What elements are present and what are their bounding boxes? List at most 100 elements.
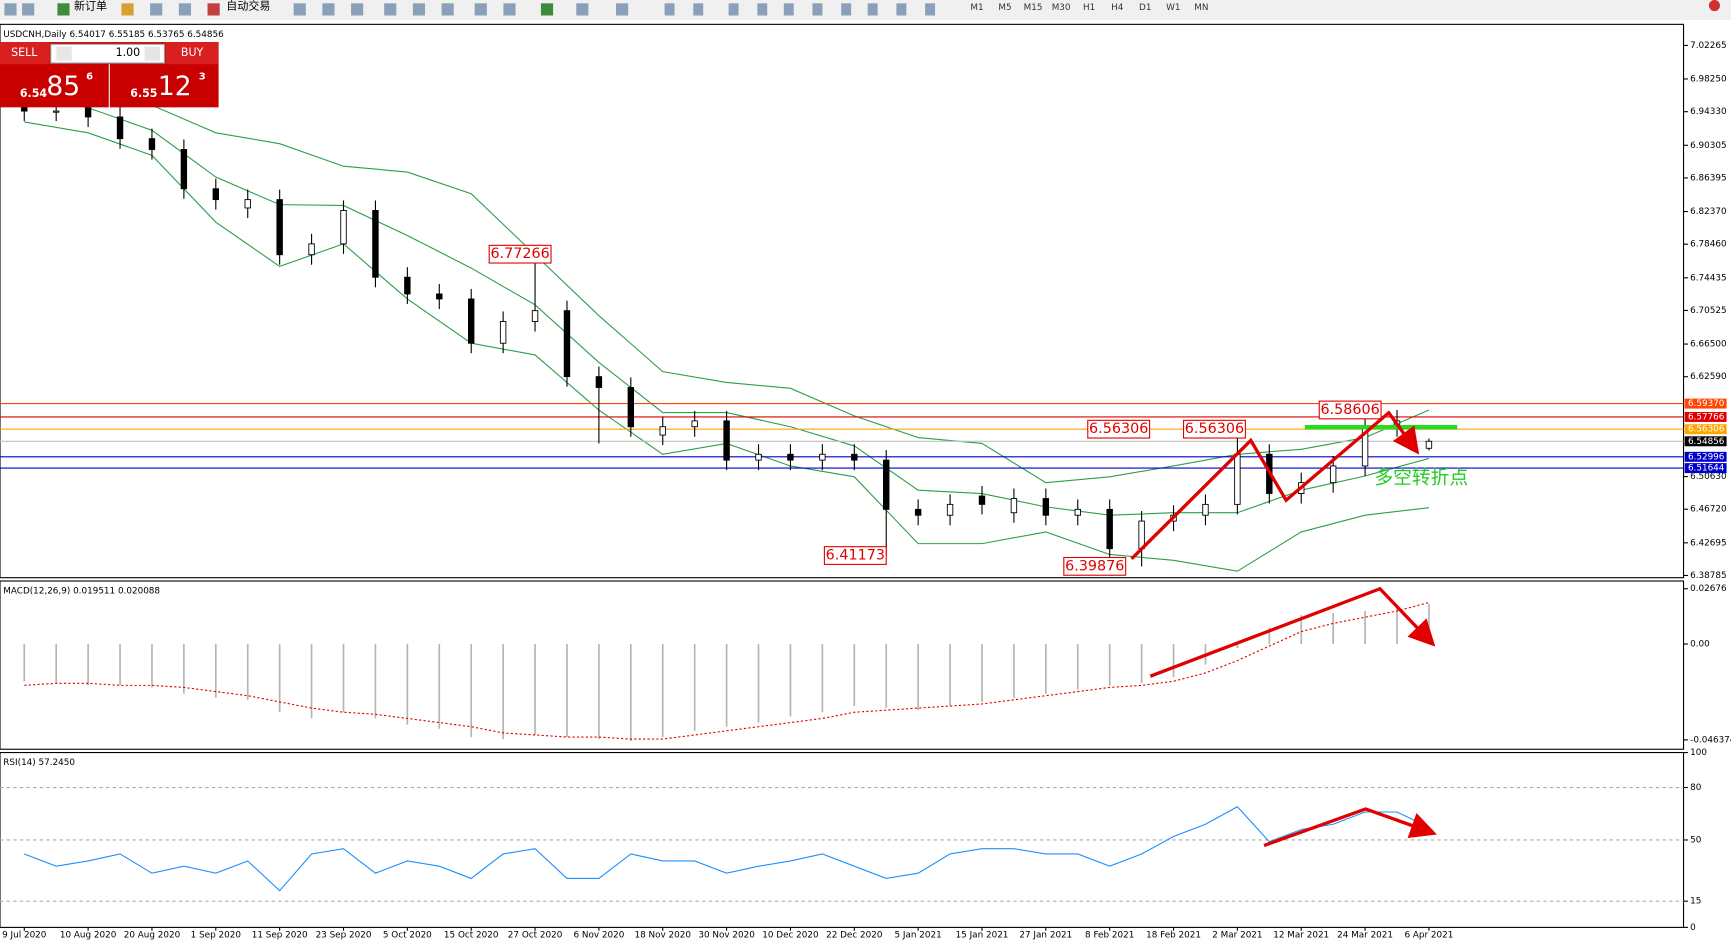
x-tick-label: 5 Oct 2020 bbox=[383, 931, 432, 941]
y-tick-label: 0 bbox=[1690, 923, 1696, 933]
y-tick-label: 6.74435 bbox=[1690, 273, 1726, 283]
candle-body bbox=[436, 293, 443, 300]
new-order-button[interactable]: 新订单 bbox=[74, 0, 107, 13]
price-level-label: 6.56306 bbox=[1688, 425, 1725, 435]
x-tick-label: 15 Oct 2020 bbox=[444, 931, 499, 941]
signal-line bbox=[24, 601, 1430, 740]
buy-label[interactable]: BUY bbox=[181, 46, 204, 59]
macd-panel bbox=[0, 580, 1685, 750]
toolbar-icons bbox=[4, 0, 1720, 16]
y-tick-label: 100 bbox=[1690, 748, 1707, 758]
histogram-bar bbox=[725, 644, 728, 727]
x-tick-label: 27 Oct 2020 bbox=[508, 931, 563, 941]
panel-title: RSI(14) 57.2450 bbox=[3, 758, 75, 768]
main-panel bbox=[0, 23, 1685, 579]
y-tick-label: 6.50630 bbox=[1690, 472, 1727, 482]
y-tick-label: 6.82370 bbox=[1690, 207, 1727, 217]
candle-body bbox=[851, 453, 858, 461]
timeframe-button[interactable]: W1 bbox=[1166, 3, 1180, 13]
histogram-bar bbox=[949, 644, 951, 707]
x-tick-label: 1 Sep 2020 bbox=[191, 931, 242, 941]
price-callout: 6.56306 bbox=[1185, 421, 1244, 437]
toolbar bbox=[0, 0, 1731, 20]
panel-title: MACD(12,26,9) 0.019511 0.020088 bbox=[3, 586, 160, 596]
candle-body bbox=[468, 298, 475, 344]
y-tick-label: 0.00 bbox=[1690, 640, 1710, 650]
timeframe-button[interactable]: H1 bbox=[1083, 3, 1095, 13]
candle-body bbox=[212, 188, 220, 201]
panel-title: USDCNH,Daily 6.54017 6.55185 6.53765 6.5… bbox=[3, 30, 224, 40]
y-tick-label: 15 bbox=[1690, 897, 1701, 907]
x-tick-label: 22 Dec 2020 bbox=[826, 931, 883, 941]
y-tick-label: 6.38785 bbox=[1690, 571, 1726, 581]
y-tick-label: 50 bbox=[1690, 835, 1702, 845]
x-tick-label: 6 Apr 2021 bbox=[1404, 931, 1453, 941]
candle-body bbox=[276, 199, 283, 256]
histogram-bar bbox=[374, 644, 377, 719]
sell-label[interactable]: SELL bbox=[11, 46, 38, 59]
timeframe-button[interactable]: M30 bbox=[1052, 3, 1071, 13]
candle-body bbox=[1329, 465, 1337, 484]
candle-body bbox=[180, 149, 188, 190]
price-level-label: 6.57766 bbox=[1688, 412, 1725, 422]
histogram-bar bbox=[1396, 606, 1398, 645]
candle-body bbox=[148, 138, 156, 150]
histogram-bar bbox=[23, 644, 26, 682]
price-level-tag bbox=[1684, 436, 1727, 447]
lot-input[interactable] bbox=[50, 43, 166, 64]
bollinger-lower bbox=[24, 121, 1429, 572]
price-level-tag bbox=[1684, 451, 1727, 462]
x-tick-label: 20 Aug 2020 bbox=[124, 931, 181, 941]
histogram-bar bbox=[470, 644, 473, 738]
auto-trading-button[interactable]: 自动交易 bbox=[226, 0, 270, 13]
candle-body bbox=[723, 420, 730, 461]
histogram-bar bbox=[1332, 613, 1334, 645]
histogram-bar bbox=[342, 644, 345, 713]
candle-body bbox=[819, 453, 826, 461]
candle-body bbox=[1010, 498, 1018, 514]
histogram-bar bbox=[1076, 644, 1079, 690]
x-tick-label: 23 Sep 2020 bbox=[316, 931, 372, 941]
price-level-tag bbox=[1684, 463, 1727, 474]
x-tick-label: 18 Feb 2021 bbox=[1146, 931, 1201, 941]
histogram-bar bbox=[310, 644, 313, 719]
histogram-bar bbox=[55, 644, 58, 684]
x-tick-label: 8 Feb 2021 bbox=[1085, 931, 1134, 941]
y-tick-label: 6.94330 bbox=[1690, 107, 1727, 117]
sell-button[interactable] bbox=[0, 42, 50, 65]
timeframe-button[interactable]: M5 bbox=[998, 3, 1011, 13]
histogram-bar bbox=[278, 644, 281, 713]
candle-body bbox=[914, 508, 922, 516]
histogram-bar bbox=[981, 644, 983, 702]
y-tick-label: 0.02676 bbox=[1690, 584, 1727, 594]
price-callout: 6.56306 bbox=[1089, 421, 1148, 437]
timeframe-button[interactable]: M1 bbox=[970, 3, 983, 13]
histogram-bar bbox=[1268, 627, 1271, 645]
candle-body bbox=[627, 387, 635, 428]
histogram-bar bbox=[1140, 644, 1143, 684]
timeframe-button[interactable]: D1 bbox=[1139, 3, 1151, 13]
x-tick-label: 2 Mar 2021 bbox=[1212, 931, 1262, 941]
candle-body bbox=[499, 321, 507, 344]
price-callout-box bbox=[1087, 419, 1151, 439]
histogram-bar bbox=[1045, 644, 1047, 694]
histogram-bar bbox=[534, 644, 536, 735]
buy-button[interactable] bbox=[165, 42, 219, 65]
candle-body bbox=[372, 210, 379, 278]
buy-price-big: 6.55 bbox=[130, 87, 157, 100]
timeframe-button[interactable]: MN bbox=[1194, 3, 1208, 13]
lot-value[interactable]: 1.00 bbox=[116, 46, 141, 59]
histogram-bar bbox=[1236, 644, 1239, 649]
histogram-bar bbox=[821, 644, 824, 713]
candle-body bbox=[946, 503, 954, 516]
candle-body bbox=[1042, 498, 1050, 516]
candle-body bbox=[595, 376, 603, 388]
timeframe-button[interactable]: H4 bbox=[1111, 3, 1124, 13]
price-callout-box bbox=[1318, 400, 1382, 420]
price-level-tag bbox=[1684, 398, 1727, 409]
price-callout-box bbox=[823, 546, 887, 565]
x-tick-label: 11 Sep 2020 bbox=[252, 931, 308, 941]
timeframe-button[interactable]: M15 bbox=[1024, 3, 1043, 13]
